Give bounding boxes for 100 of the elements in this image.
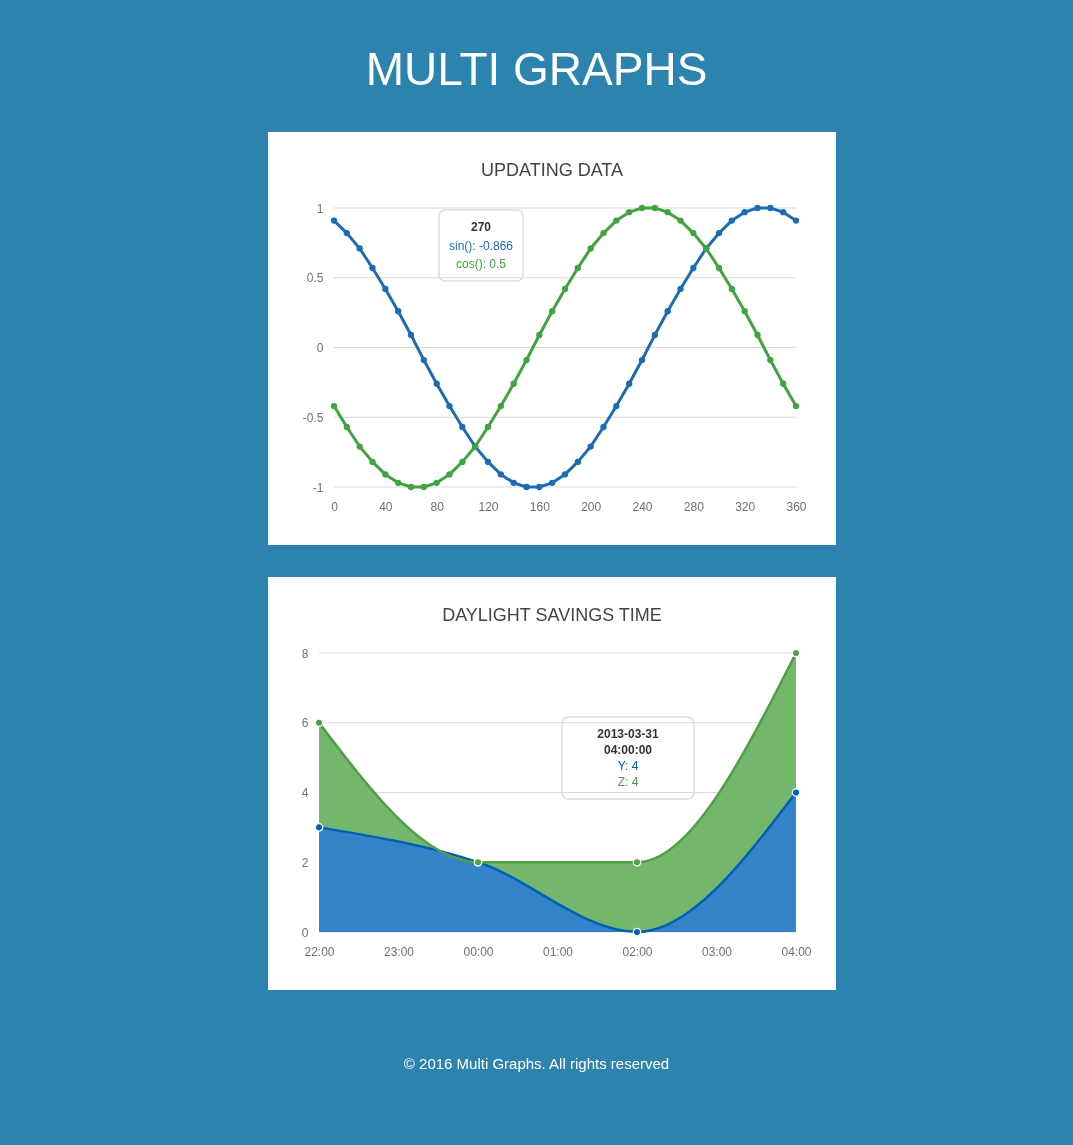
point — [574, 264, 581, 272]
annotation: sin(): -0.866 — [448, 238, 514, 253]
x-tick-label: 240 — [632, 499, 653, 514]
x-tick-label: 360 — [786, 499, 807, 514]
point — [651, 331, 658, 339]
point — [741, 308, 748, 315]
point — [715, 229, 723, 237]
annotation: 04:00:00 — [603, 743, 653, 757]
point — [484, 458, 492, 466]
point — [433, 380, 440, 387]
annotation: 2013-03-31 — [597, 727, 660, 741]
x-tick-label: 40 — [379, 499, 393, 514]
point — [677, 217, 684, 224]
annotation: Y: 4 — [617, 759, 639, 773]
point — [395, 479, 402, 486]
x-tick-label: 03:00 — [701, 944, 733, 959]
point — [407, 331, 415, 339]
point — [446, 471, 453, 478]
y-tick-label: 0.5 — [306, 271, 324, 286]
y-tick-label: 8 — [301, 646, 309, 661]
point — [497, 471, 504, 478]
point — [420, 483, 427, 491]
point — [613, 217, 620, 224]
point — [561, 471, 569, 478]
y-tick-label: 1 — [316, 201, 324, 216]
point — [356, 245, 363, 252]
point — [561, 285, 569, 293]
point — [382, 471, 389, 478]
point — [510, 380, 517, 387]
point — [382, 285, 389, 293]
point — [330, 217, 338, 224]
point — [523, 356, 530, 364]
point — [767, 356, 774, 364]
point — [549, 479, 556, 486]
point — [728, 285, 735, 293]
point — [741, 209, 748, 216]
point — [343, 423, 350, 431]
point — [433, 479, 440, 486]
point — [420, 356, 427, 364]
y-tick-label: -1 — [312, 480, 324, 495]
text: MULTI GRAPHS — [365, 43, 708, 95]
point — [780, 380, 787, 387]
point — [549, 308, 556, 315]
point — [613, 402, 620, 410]
point — [715, 264, 723, 272]
point — [780, 209, 787, 216]
point — [407, 483, 415, 491]
point — [523, 483, 530, 491]
point — [536, 331, 543, 339]
point — [497, 402, 504, 410]
x-tick-label: 200 — [581, 499, 602, 514]
annotation: 270 — [470, 220, 492, 234]
x-tick-label: 320 — [735, 499, 756, 514]
x-tick-label: 0 — [331, 499, 339, 514]
point — [587, 245, 594, 252]
x-tick-label: 120 — [478, 499, 499, 514]
point — [459, 423, 466, 431]
text: © 2016 Multi Graphs. All rights reserved — [403, 1055, 670, 1072]
chart-title: DAYLIGHT SAVINGS TIME — [442, 605, 662, 625]
point — [446, 402, 453, 410]
y-tick-label: 6 — [301, 716, 309, 731]
point — [754, 331, 761, 339]
point — [754, 204, 761, 212]
x-tick-label: 280 — [683, 499, 705, 514]
point — [728, 217, 735, 224]
point — [677, 285, 684, 293]
x-tick-label: 04:00 — [781, 944, 812, 959]
point — [767, 204, 774, 212]
point — [651, 204, 658, 212]
y-tick-label: 0 — [301, 925, 309, 940]
point — [330, 402, 338, 410]
point — [664, 308, 671, 315]
x-tick-label: 00:00 — [463, 944, 494, 959]
point — [343, 229, 350, 237]
x-tick-label: 23:00 — [383, 944, 415, 959]
annotation: cos(): 0.5 — [455, 257, 507, 271]
point — [395, 308, 402, 315]
point — [369, 458, 376, 466]
x-tick-label: 80 — [430, 499, 445, 514]
point — [626, 380, 633, 387]
point — [600, 423, 607, 431]
point — [792, 217, 800, 224]
point — [664, 209, 671, 216]
annotation: Z: 4 — [617, 775, 639, 789]
point — [690, 264, 697, 272]
chart-title: UPDATING DATA — [480, 160, 624, 180]
point — [638, 204, 646, 212]
y-tick-label: 2 — [301, 855, 309, 870]
y-tick-label: 4 — [301, 786, 309, 800]
point — [587, 443, 594, 450]
y-tick-label: 0 — [316, 341, 324, 355]
point — [600, 229, 607, 237]
point — [356, 443, 363, 450]
x-tick-label: 160 — [529, 499, 551, 514]
point — [574, 458, 581, 466]
point — [638, 356, 646, 364]
x-tick-label: 22:00 — [304, 944, 335, 959]
point — [690, 229, 697, 237]
x-tick-label: 01:00 — [542, 944, 574, 959]
point — [792, 402, 800, 410]
